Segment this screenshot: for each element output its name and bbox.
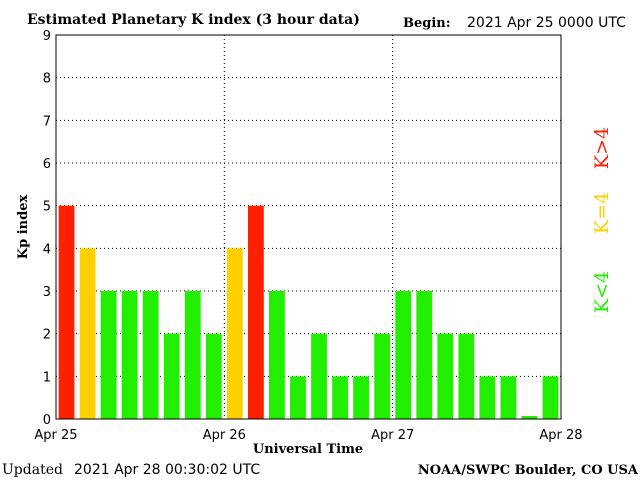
kp-bar (374, 333, 391, 419)
kp-bar (437, 333, 454, 419)
kp-bar (395, 291, 412, 419)
x-tick-label: Apr 27 (371, 428, 414, 443)
x-axis-label: Universal Time (253, 442, 363, 457)
y-tick-label: 8 (43, 72, 51, 87)
plot-frame (55, 34, 562, 420)
x-tick-labels: Apr 25 Apr 26 Apr 27 Apr 28 (34, 428, 582, 443)
x-tick-label: Apr 25 (34, 428, 77, 443)
kp-bar (311, 333, 327, 419)
legend-item: K>4 (591, 127, 613, 169)
begin-value: 2021 Apr 25 0000 UTC (467, 15, 626, 31)
x-tick-label: Apr 28 (539, 428, 582, 443)
kp-bar (332, 376, 348, 419)
updated-value: 2021 Apr 28 00:30:02 UTC (74, 462, 260, 478)
kp-bar (269, 291, 285, 419)
bars (58, 205, 559, 419)
y-tick-label: 7 (43, 114, 51, 129)
kp-bar (79, 248, 96, 419)
y-tick-label: 5 (43, 200, 51, 215)
updated-label: Updated (2, 462, 63, 478)
legend: K>4 K=4 K<4 (591, 127, 613, 313)
kp-bar (479, 376, 496, 419)
x-tick-label: Apr 26 (203, 428, 246, 443)
legend-item: K=4 (591, 192, 613, 234)
kp-bar (521, 416, 538, 419)
y-axis-label: Kp index (16, 195, 31, 260)
kp-bar (58, 205, 75, 419)
gridlines (56, 35, 561, 419)
kp-bar (416, 291, 433, 419)
y-tick-label: 2 (43, 328, 51, 343)
kp-bar (500, 376, 517, 419)
source-credit: NOAA/SWPC Boulder, CO USA (418, 463, 639, 478)
kp-bar (542, 376, 559, 419)
y-tick-label: 4 (43, 242, 51, 257)
chart-title: Estimated Planetary K index (3 hour data… (27, 12, 360, 28)
y-tick-label: 3 (43, 285, 51, 300)
y-tick-label: 9 (43, 29, 51, 44)
y-tick-label: 1 (43, 370, 51, 385)
kp-bar (184, 291, 201, 419)
y-tick-label: 6 (43, 157, 51, 172)
kp-bar (121, 291, 138, 419)
begin-label: Begin: (403, 16, 451, 31)
kp-bar (100, 291, 117, 419)
kp-bar (290, 376, 306, 419)
kp-bar (353, 376, 369, 419)
y-tick-label: 0 (43, 413, 51, 428)
kp-bar (205, 333, 222, 419)
kp-bar (248, 205, 264, 419)
kp-bar (458, 333, 475, 419)
y-tick-labels: 0 1 2 3 4 5 6 7 8 9 (43, 29, 51, 428)
kp-bar (226, 248, 243, 419)
kp-bar (163, 333, 180, 419)
plot-area: 0 1 2 3 4 5 6 7 8 9 Apr 25 Apr 26 Apr 27 Apr 28 (34, 29, 582, 443)
kp-bar (142, 291, 159, 419)
legend-item: K<4 (591, 271, 613, 313)
